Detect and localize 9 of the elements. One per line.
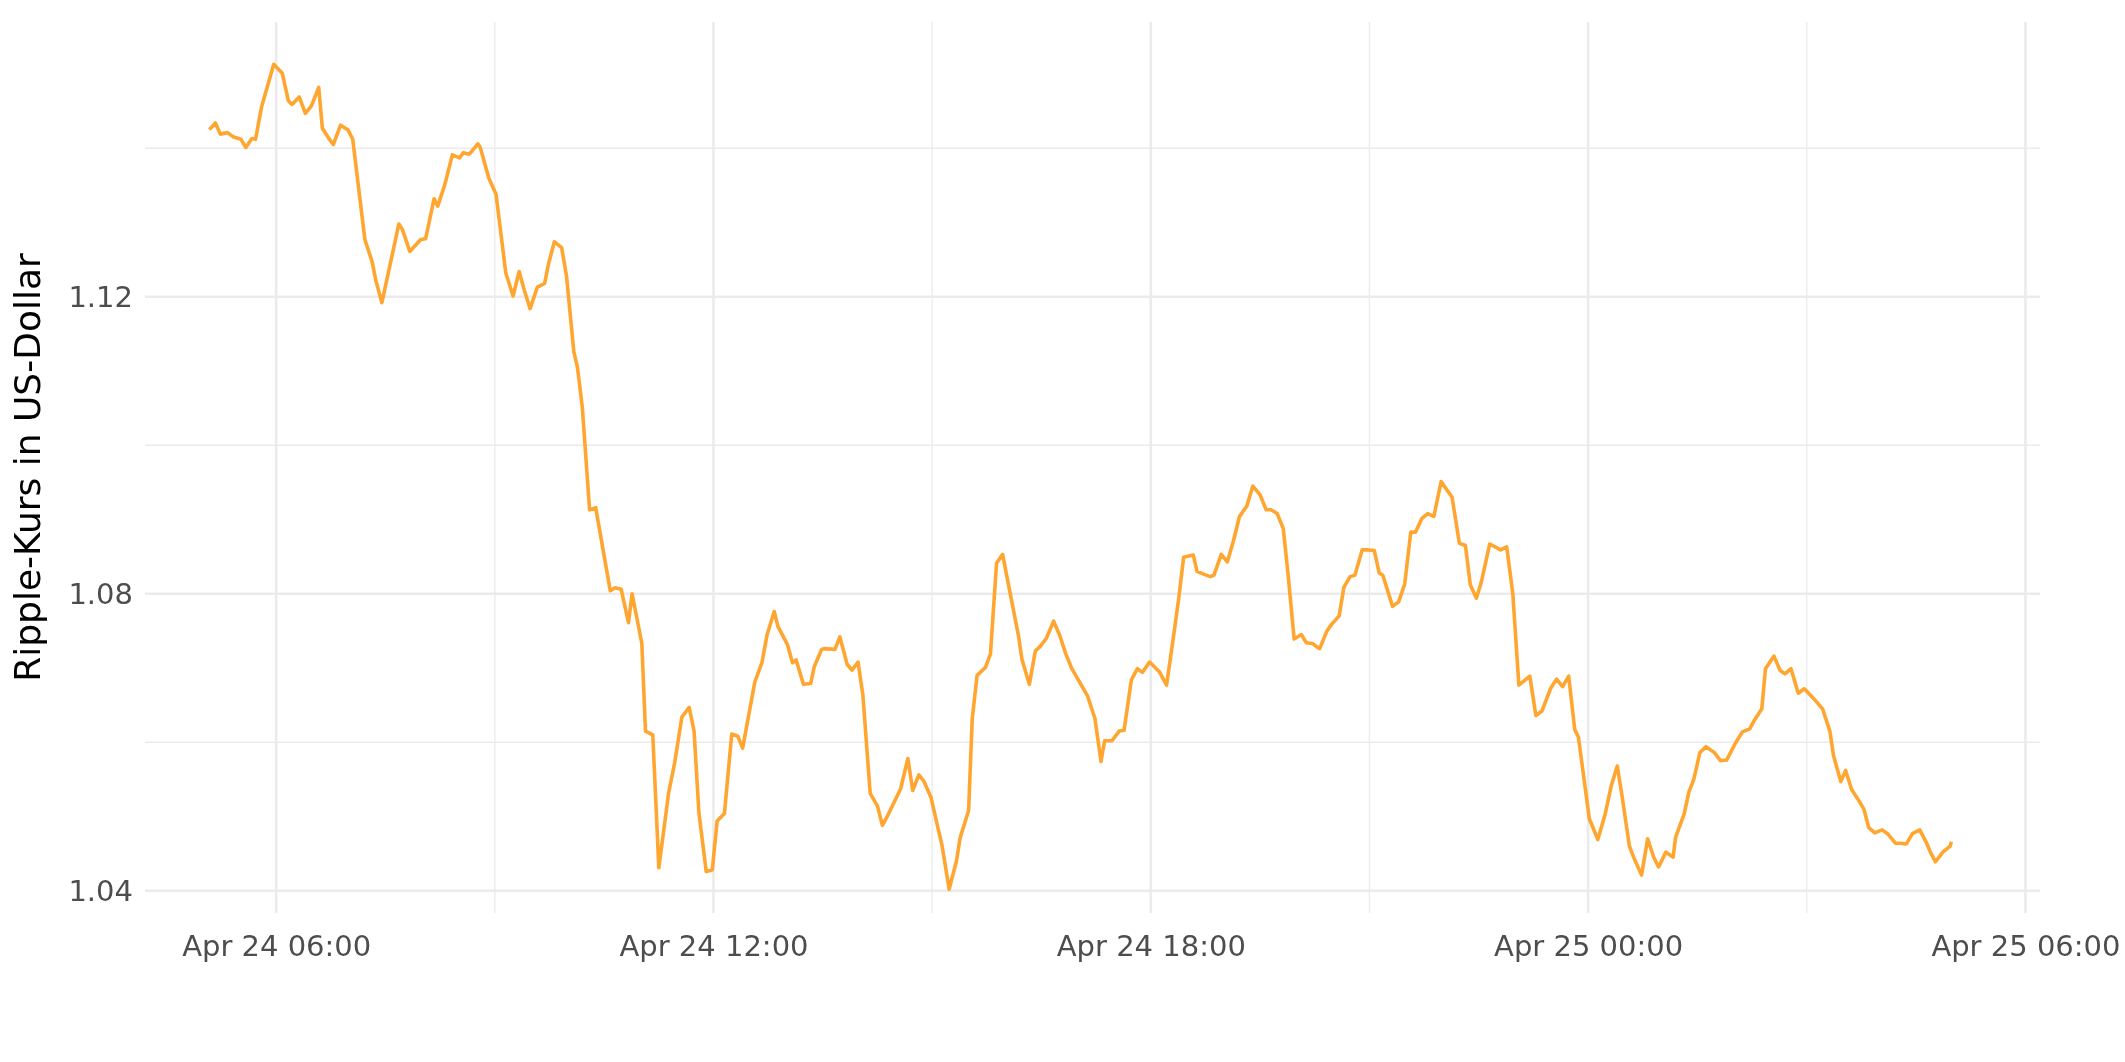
y-axis-title: Ripple-Kurs in US-Dollar [7, 253, 48, 682]
x-tick-label: Apr 25 00:00 [1494, 928, 1684, 963]
y-tick-label: 1.08 [68, 576, 133, 611]
x-tick-label: Apr 25 06:00 [1931, 928, 2121, 963]
x-tick-label: Apr 24 12:00 [619, 928, 809, 963]
y-tick-label: 1.12 [68, 279, 133, 314]
x-tick-label: Apr 24 06:00 [182, 928, 372, 963]
x-tick-label: Apr 24 18:00 [1056, 928, 1246, 963]
y-tick-label: 1.04 [68, 873, 133, 908]
